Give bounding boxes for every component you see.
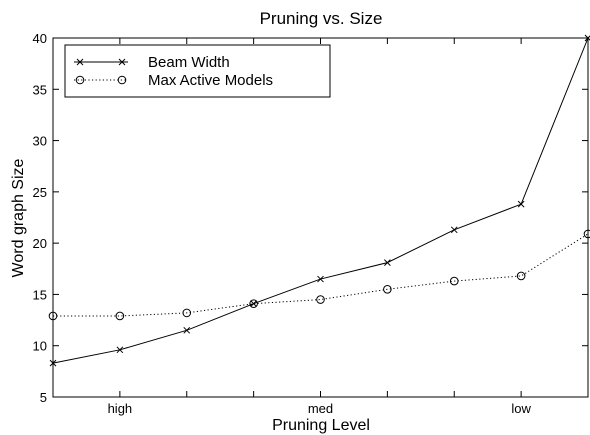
legend-label: Max Active Models (148, 72, 273, 89)
data-point (182, 308, 192, 318)
data-point (115, 311, 125, 321)
y-axis: 5 10 15 20 25 30 35 40 (33, 31, 588, 405)
data-point (183, 326, 191, 334)
y-tick-label: 30 (33, 134, 47, 149)
data-point (517, 200, 525, 208)
x-tick-label: med (308, 401, 333, 416)
chart-title-text: Pruning vs. Size (260, 9, 383, 28)
data-point (48, 311, 58, 321)
data-point (116, 346, 124, 354)
y-tick-label: 20 (33, 236, 47, 251)
y-tick-label: 10 (33, 339, 47, 354)
x-tick-label: high (108, 401, 133, 416)
legend-box (64, 44, 331, 98)
data-point (583, 229, 590, 239)
legend-marker (75, 75, 85, 85)
data-point (317, 275, 324, 283)
legend-marker (76, 58, 84, 66)
data-point (250, 300, 257, 308)
legend-marker (118, 58, 126, 66)
data-point (316, 295, 325, 304)
y-tick-label: 25 (33, 185, 47, 200)
legend-entry: Max Active Models (74, 72, 273, 89)
legend-entry: Beam Width (74, 54, 230, 71)
data-point (249, 299, 258, 308)
x-axis-label: Pruning Level (272, 417, 370, 434)
y-tick-label: 40 (33, 31, 47, 46)
x-axis: high med low (108, 38, 531, 416)
data-point (49, 359, 57, 367)
data-point (584, 34, 590, 42)
y-tick-label: 15 (33, 287, 47, 302)
x-tick-label: low (511, 401, 531, 416)
y-axis-label: Word graph Size (10, 158, 27, 277)
data-point (450, 226, 458, 234)
series-layer (48, 34, 590, 367)
y-tick-label: 35 (33, 82, 47, 97)
data-point (449, 276, 459, 286)
series-1 (49, 34, 590, 367)
chart-title: Pruning vs. Size (260, 9, 383, 28)
series-2 (48, 229, 590, 321)
legend-marker (117, 75, 127, 85)
data-point (384, 259, 391, 266)
y-tick-label: 5 (40, 390, 47, 405)
data-point (383, 285, 392, 294)
legend-label: Beam Width (148, 54, 230, 71)
data-point (516, 271, 526, 281)
